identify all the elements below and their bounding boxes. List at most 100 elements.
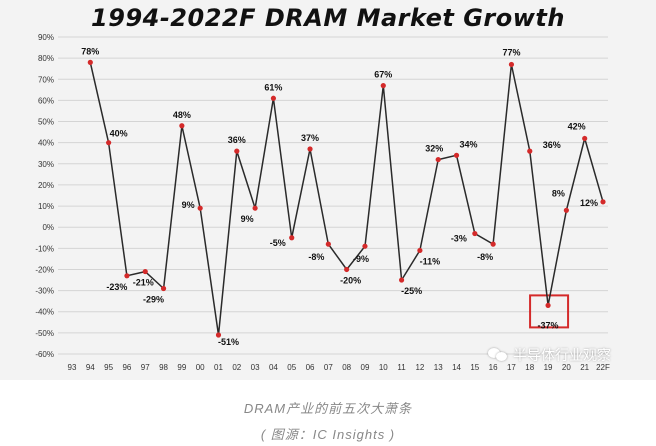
caption-line-2: ( 图源：IC Insights ) (260, 427, 396, 442)
y-tick-label: -30% (35, 287, 54, 296)
data-label: 42% (568, 121, 586, 131)
x-tick-label: 97 (141, 363, 150, 372)
caption-line-1: DRAM产业的前五次大萧条 (243, 401, 413, 416)
x-tick-label: 03 (251, 363, 260, 372)
data-label: 77% (502, 47, 520, 57)
data-point (179, 123, 185, 129)
y-tick-label: 50% (38, 118, 54, 127)
y-tick-label: -60% (35, 350, 54, 359)
data-label: 61% (264, 82, 282, 92)
wechat-icon (488, 347, 508, 363)
data-label: -5% (270, 238, 286, 248)
x-tick-label: 09 (361, 363, 370, 372)
data-point (87, 59, 93, 65)
y-tick-label: -10% (35, 244, 54, 253)
data-label: -3% (451, 234, 467, 244)
data-label: 78% (81, 46, 99, 56)
data-label: 9% (182, 200, 195, 210)
watermark: 半导体行业观察 (488, 345, 611, 365)
data-label: -29% (143, 294, 164, 304)
data-point (289, 235, 295, 241)
y-tick-label: 20% (38, 181, 54, 190)
data-point (508, 61, 515, 68)
x-tick-label: 15 (470, 363, 479, 372)
data-label: -9% (353, 254, 369, 264)
data-point (380, 83, 386, 89)
chart-title: 1994-2022F DRAM Market Growth (91, 4, 565, 32)
y-tick-label: 80% (38, 54, 54, 63)
x-tick-label: 04 (269, 363, 278, 372)
y-tick-label: -40% (35, 308, 54, 317)
data-label: 67% (374, 70, 392, 80)
data-label: -23% (106, 282, 127, 292)
data-label: 37% (301, 133, 319, 143)
data-point (527, 148, 533, 154)
data-label: 34% (460, 139, 478, 149)
x-tick-label: 16 (489, 363, 498, 372)
data-point (435, 156, 441, 163)
data-label: -37% (538, 320, 559, 330)
data-label: 48% (173, 110, 191, 120)
data-point (106, 140, 112, 146)
x-tick-label: 17 (507, 363, 516, 372)
data-label: -11% (420, 256, 441, 266)
data-point (362, 243, 368, 249)
data-label: -20% (340, 275, 361, 285)
y-tick-label: 0% (42, 223, 54, 232)
y-tick-label: 90% (38, 33, 54, 42)
y-tick-label: 30% (38, 160, 54, 169)
data-point (563, 207, 569, 213)
data-label: 40% (110, 129, 128, 139)
data-point (142, 268, 148, 275)
x-tick-label: 93 (68, 363, 77, 372)
data-point (490, 241, 496, 247)
x-tick-label: 13 (434, 363, 443, 372)
data-point (270, 95, 277, 101)
x-tick-label: 06 (306, 363, 315, 372)
highlight-box (529, 294, 570, 329)
x-tick-label: 22F (596, 363, 610, 372)
data-label: 9% (241, 214, 254, 224)
data-point (472, 230, 478, 237)
data-point (545, 302, 551, 308)
x-tick-label: 01 (214, 363, 223, 372)
data-point (453, 152, 460, 158)
data-point (124, 273, 130, 279)
x-tick-label: 07 (324, 363, 333, 372)
x-tick-label: 14 (452, 363, 461, 372)
data-point (234, 148, 240, 154)
data-label: 8% (552, 188, 565, 198)
x-tick-label: 00 (196, 363, 205, 372)
data-label: -21% (133, 278, 154, 288)
data-point (252, 205, 258, 211)
y-tick-label: -50% (35, 329, 54, 338)
x-tick-label: 99 (177, 363, 186, 372)
data-point (344, 266, 350, 273)
x-tick-label: 95 (104, 363, 113, 372)
x-tick-label: 94 (86, 363, 95, 372)
chart-area: 90% 80% 70% 60% 50% 40% 30% 20% 10% 0% -10% -20% -30… (0, 0, 656, 380)
x-tick-label: 20 (562, 363, 571, 372)
y-tick-label: -20% (35, 265, 54, 274)
data-label: -8% (308, 252, 324, 262)
data-point (600, 199, 606, 205)
x-tick-label: 08 (342, 363, 351, 372)
x-tick-label: 10 (379, 363, 388, 372)
data-label: 12% (580, 198, 598, 208)
chart-svg: 90% 80% 70% 60% 50% 40% 30% 20% 10% 0% -10% -20% -30… (35, 33, 610, 372)
data-point (307, 146, 313, 152)
y-tick-label: 40% (38, 139, 54, 148)
data-point (417, 247, 423, 254)
x-tick-label: 05 (287, 363, 296, 372)
data-point (215, 332, 222, 338)
data-point (160, 285, 167, 292)
data-label: -8% (477, 252, 493, 262)
y-tick-label: 60% (38, 96, 54, 105)
x-tick-label: 21 (580, 363, 589, 372)
data-point (325, 241, 331, 247)
x-tick-label: 96 (122, 363, 131, 372)
x-tick-label: 12 (415, 363, 424, 372)
data-label: -51% (218, 337, 239, 347)
x-tick-label: 11 (397, 363, 406, 372)
data-point (582, 135, 588, 142)
